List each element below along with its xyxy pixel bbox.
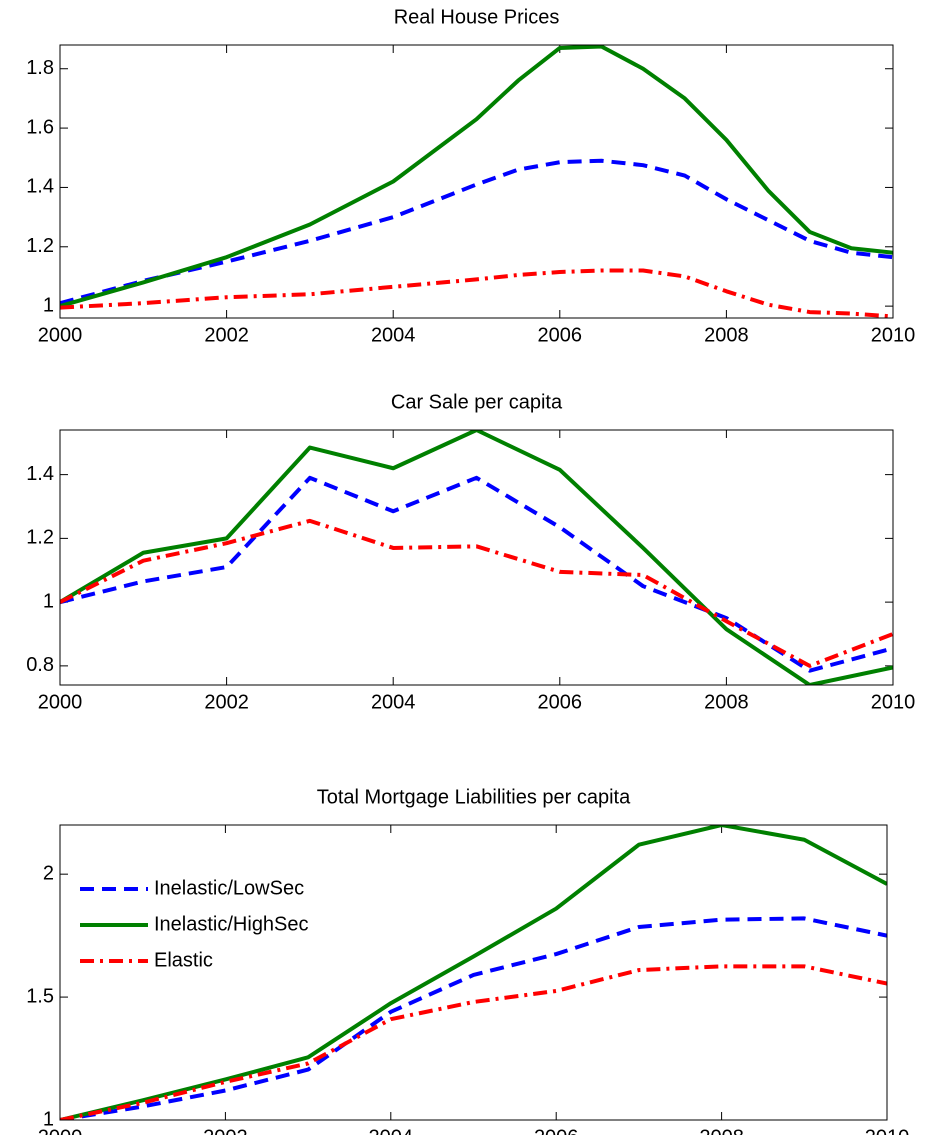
x-tick-label: 2002 bbox=[203, 1126, 248, 1135]
series-line bbox=[60, 518, 893, 668]
legend-label: Elastic bbox=[154, 949, 213, 971]
panel: Real House Prices 2000 2002 2004 2006 2008 201… bbox=[26, 6, 915, 346]
series-line bbox=[60, 158, 893, 306]
x-tick-label: 2000 bbox=[38, 691, 83, 713]
panel-title: Real House Prices bbox=[394, 6, 560, 28]
panel: Car Sale per capita 2000 2002 2004 2006 2008 2… bbox=[26, 391, 915, 713]
x-tick-label: 2010 bbox=[871, 691, 916, 713]
series-line bbox=[60, 916, 887, 1120]
series-line bbox=[60, 268, 893, 318]
x-tick-label: 2010 bbox=[871, 324, 916, 346]
plot-frame bbox=[59, 44, 894, 319]
x-tick-label: 2006 bbox=[538, 691, 583, 713]
x-tick-label: 2002 bbox=[204, 691, 249, 713]
x-tick-label: 2000 bbox=[38, 1126, 83, 1135]
y-tick-label: 1.4 bbox=[26, 176, 54, 198]
x-tick-label: 2002 bbox=[204, 324, 249, 346]
series-line bbox=[60, 825, 887, 1120]
x-tick-label: 2008 bbox=[704, 324, 749, 346]
y-tick-label: 1.2 bbox=[26, 235, 54, 257]
y-tick-label: 1 bbox=[43, 294, 54, 316]
panel-title: Car Sale per capita bbox=[391, 391, 563, 413]
plot-frame bbox=[59, 824, 888, 1121]
x-tick-label: 2004 bbox=[371, 324, 416, 346]
y-tick-label: 1 bbox=[43, 1108, 54, 1130]
x-tick-label: 2004 bbox=[369, 1126, 414, 1135]
y-tick-label: 1.8 bbox=[26, 57, 54, 79]
y-tick-label: 1.5 bbox=[26, 985, 54, 1007]
x-tick-label: 2000 bbox=[38, 324, 83, 346]
legend-label: Inelastic/HighSec bbox=[154, 913, 309, 935]
series-line bbox=[60, 45, 893, 309]
y-tick-label: 1 bbox=[43, 590, 54, 612]
y-tick-label: 1.2 bbox=[26, 527, 54, 549]
x-tick-label: 2004 bbox=[371, 691, 416, 713]
x-tick-label: 2008 bbox=[699, 1126, 744, 1135]
y-tick-label: 1.4 bbox=[26, 463, 54, 485]
panel: Total Mortgage Liabilities per capita 200… bbox=[26, 786, 909, 1135]
y-tick-label: 1.6 bbox=[26, 116, 54, 138]
legend-label: Inelastic/LowSec bbox=[154, 877, 304, 899]
plot-frame bbox=[59, 429, 894, 686]
x-tick-label: 2006 bbox=[534, 1126, 579, 1135]
x-tick-label: 2006 bbox=[538, 324, 583, 346]
panel-title: Total Mortgage Liabilities per capita bbox=[317, 786, 631, 808]
series-line bbox=[60, 964, 887, 1120]
series-line bbox=[60, 430, 893, 685]
y-tick-label: 0.8 bbox=[26, 654, 54, 676]
x-tick-label: 2010 bbox=[865, 1126, 910, 1135]
y-tick-label: 2 bbox=[43, 862, 54, 884]
x-tick-label: 2008 bbox=[704, 691, 749, 713]
